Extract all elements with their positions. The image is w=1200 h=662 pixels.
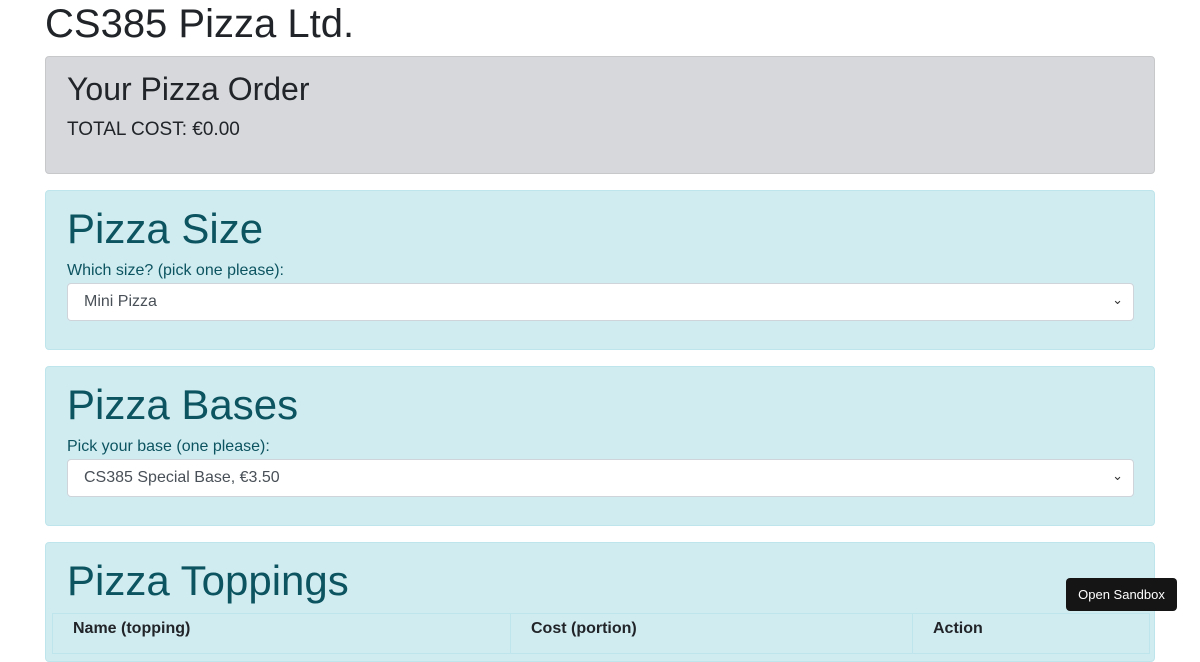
column-header-name: Name (topping): [52, 613, 511, 654]
pizza-bases-section: Pizza Bases Pick your base (one please):…: [45, 366, 1155, 526]
size-selected-value: Mini Pizza: [84, 293, 157, 310]
base-label: Pick your base (one please):: [67, 438, 270, 455]
brand-title: CS385 Pizza Ltd.: [45, 2, 355, 46]
size-select[interactable]: Mini Pizza ⌄: [67, 283, 1134, 321]
order-summary: Your Pizza Order TOTAL COST: €0.00: [45, 56, 1155, 174]
order-title: Your Pizza Order: [67, 71, 310, 107]
section-title: Pizza Bases: [67, 381, 299, 428]
total-cost: TOTAL COST: €0.00: [67, 119, 240, 140]
pizza-size-section: Pizza Size Which size? (pick one please)…: [45, 190, 1155, 350]
toppings-table: Name (topping) Cost (portion) Action: [52, 613, 1150, 654]
size-label: Which size? (pick one please):: [67, 262, 284, 279]
section-title: Pizza Size: [67, 205, 264, 252]
section-title: Pizza Toppings: [67, 557, 349, 604]
chevron-down-icon: ⌄: [1112, 292, 1123, 307]
base-select[interactable]: CS385 Special Base, €3.50 ⌄: [67, 459, 1134, 497]
column-header-cost: Cost (portion): [510, 613, 913, 654]
column-header-action: Action: [912, 613, 1150, 654]
base-selected-value: CS385 Special Base, €3.50: [84, 469, 280, 486]
open-sandbox-button[interactable]: Open Sandbox: [1066, 578, 1177, 611]
chevron-down-icon: ⌄: [1112, 468, 1123, 483]
pizza-toppings-section: Pizza Toppings Name (topping) Cost (port…: [45, 542, 1155, 662]
